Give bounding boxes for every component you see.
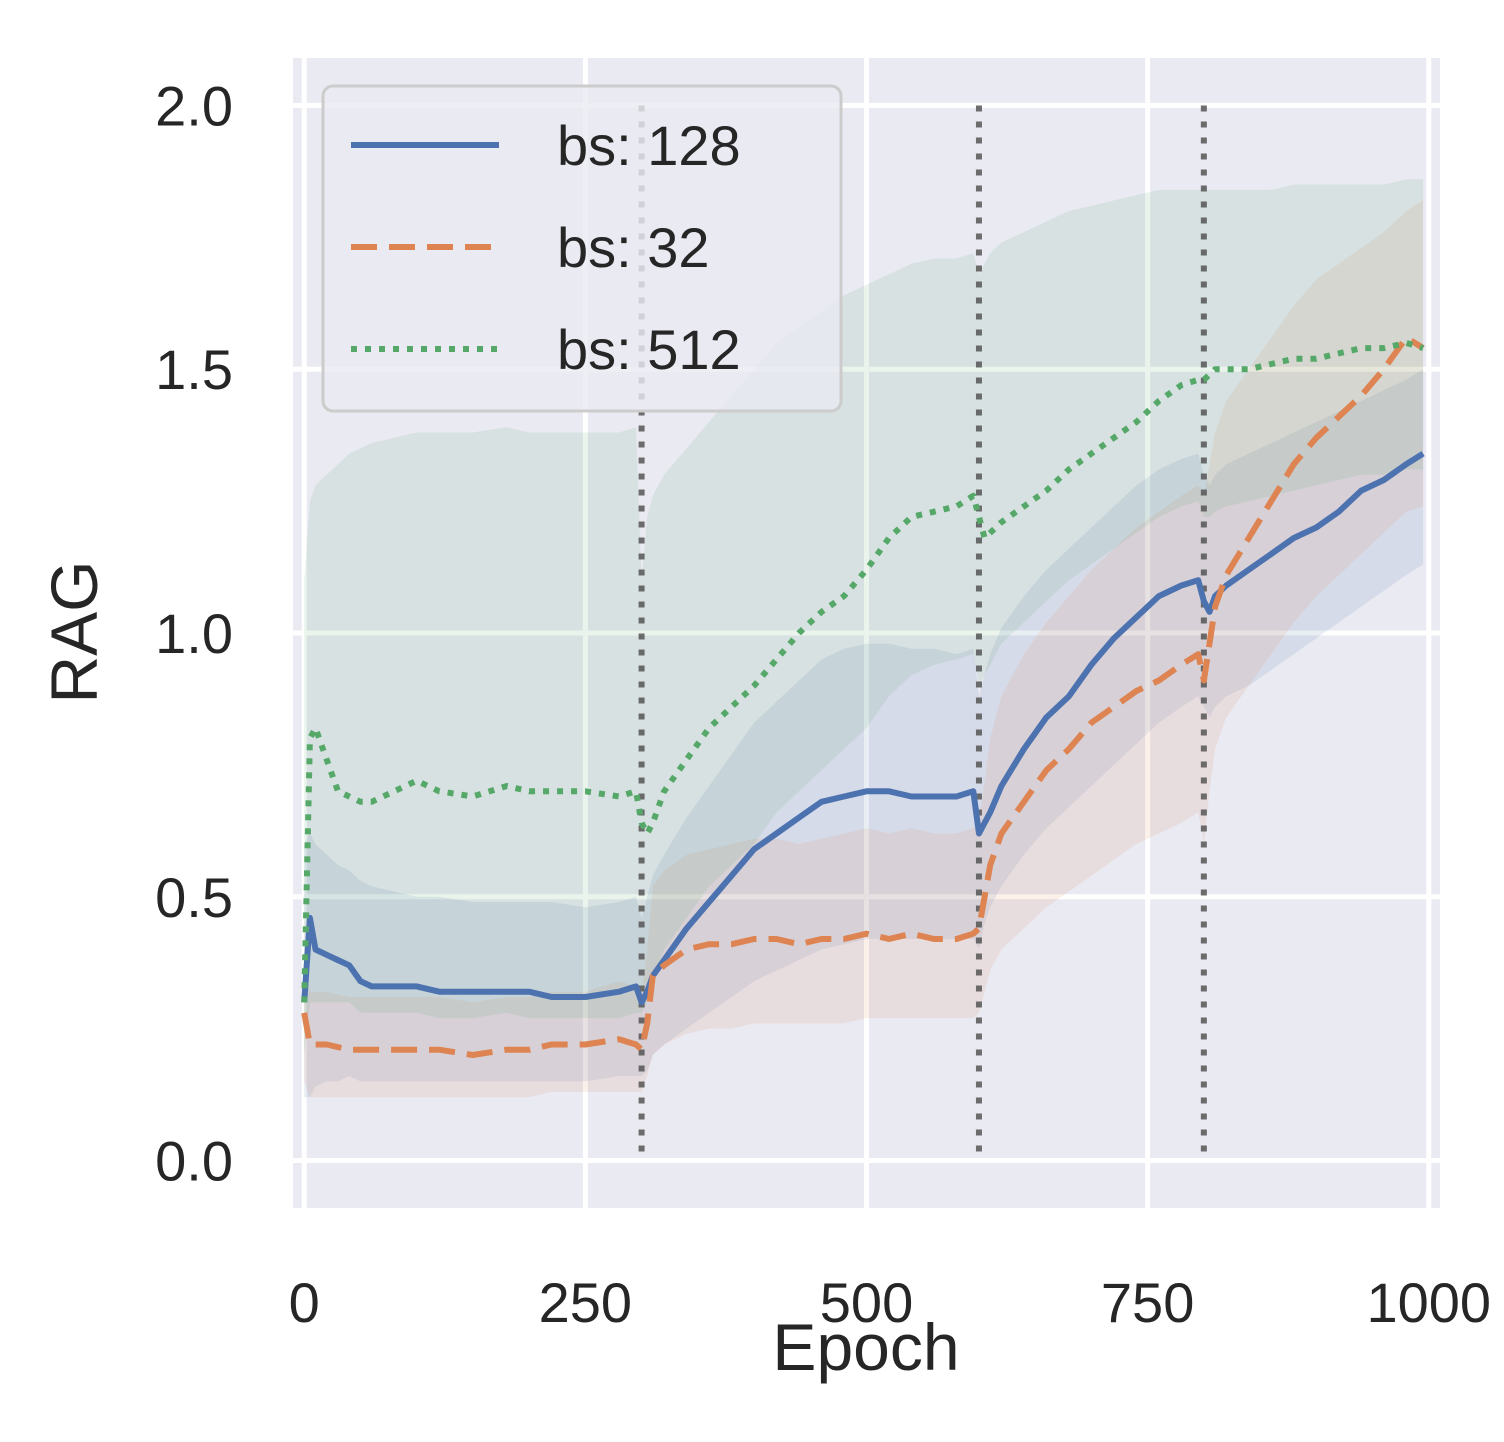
x-axis-title: Epoch [772, 1310, 959, 1384]
confidence-band [304, 179, 1424, 1056]
x-tick-label: 750 [1101, 1271, 1194, 1334]
confidence-band [304, 369, 1424, 1098]
legend-box [321, 84, 843, 413]
y-tick-label: 0.5 [155, 866, 233, 929]
y-tick-label: 1.5 [155, 338, 233, 401]
legend-label: bs: 512 [557, 318, 741, 381]
confidence-band [304, 200, 1424, 1098]
series-line [301, 334, 1425, 1058]
x-tick-label: 1000 [1366, 1271, 1491, 1334]
x-tick-label: 250 [539, 1271, 632, 1334]
x-tick-label: 0 [289, 1271, 320, 1334]
legend-label: bs: 128 [557, 114, 741, 177]
x-tick-labels: 0 250 500 750 1000 [289, 1271, 1491, 1334]
legend: bs: 128 bs: 32 bs: 512 [321, 84, 843, 413]
y-axis-title: RAG [37, 560, 111, 703]
series-line [301, 451, 1425, 1006]
legend-label: bs: 32 [557, 216, 710, 279]
y-tick-label: 0.0 [155, 1130, 233, 1193]
grid-lines [293, 58, 1440, 1208]
series-lines [301, 334, 1425, 1058]
y-tick-label: 2.0 [155, 74, 233, 137]
x-tick-label: 500 [820, 1271, 913, 1334]
y-tick-labels: 0.0 0.5 1.0 1.5 2.0 [155, 74, 233, 1192]
confidence-bands [304, 179, 1424, 1098]
series-line [301, 339, 1424, 1003]
y-tick-label: 1.0 [155, 602, 233, 665]
